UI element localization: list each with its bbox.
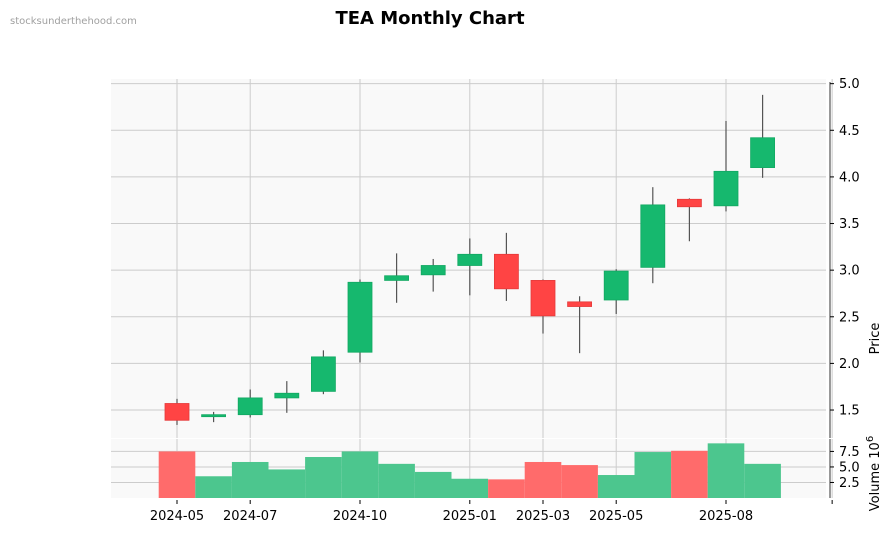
price-axis-label: Price	[868, 323, 883, 355]
x-tick-label: 2025-05	[589, 509, 643, 524]
candle-body	[310, 356, 336, 392]
candle-body	[274, 392, 300, 399]
volume-bar	[305, 457, 342, 498]
x-tick-label: 2024-07	[223, 509, 277, 524]
volume-y-tick-label: 5.0	[839, 460, 860, 475]
x-tick-label: 2025-03	[516, 509, 570, 524]
price-y-tick-label: 1.5	[839, 404, 860, 419]
volume-panel	[111, 439, 833, 498]
candle-body	[237, 397, 263, 416]
candle-body	[677, 198, 702, 208]
volume-bar	[451, 478, 489, 498]
candle-body	[530, 280, 556, 317]
price-panel	[111, 79, 833, 438]
candle-body	[750, 137, 775, 168]
volume-bar	[597, 475, 635, 498]
watermark: stocksunderthehood.com	[10, 16, 137, 27]
volume-bar	[707, 443, 745, 498]
candle-body	[201, 414, 227, 418]
candle-body	[640, 204, 666, 268]
volume-bar	[158, 451, 196, 498]
volume-bar	[414, 471, 452, 498]
price-y-tick-label: 5.0	[839, 77, 860, 92]
chart-title: TEA Monthly Chart	[335, 8, 525, 29]
volume-axis-label-text: Volume 10	[868, 442, 883, 511]
candle-body	[384, 275, 410, 281]
x-tick-label: 2025-01	[443, 509, 497, 524]
volume-bar	[268, 469, 306, 498]
volume-bar	[561, 465, 598, 498]
volume-bar	[341, 451, 379, 498]
candle-body	[493, 253, 519, 290]
volume-bar	[744, 463, 781, 498]
axes: 1.52.02.53.03.54.04.55.02.55.07.52024-05…	[150, 77, 883, 524]
volume-bar	[524, 461, 562, 498]
volume-y-tick-label: 2.5	[839, 476, 860, 491]
x-tick-label: 2024-05	[150, 509, 204, 524]
x-tick-label: 2025-08	[699, 509, 753, 524]
price-y-tick-label: 2.5	[839, 310, 860, 325]
volume-axis-exponent: 6	[865, 436, 876, 442]
price-y-tick-label: 3.5	[839, 217, 860, 232]
volume-bar	[195, 476, 232, 498]
candle-body	[457, 253, 483, 266]
volume-bar	[671, 450, 708, 498]
price-y-tick-label: 4.5	[839, 124, 860, 139]
price-y-tick-label: 2.0	[839, 357, 860, 372]
volume-bar	[634, 452, 672, 498]
price-y-tick-label: 4.0	[839, 170, 860, 185]
candle-body	[347, 281, 373, 353]
price-y-tick-label: 3.0	[839, 264, 860, 279]
candle-body	[164, 403, 190, 421]
volume-y-tick-label: 7.5	[839, 445, 860, 460]
volume-axis-label: Volume 106	[865, 436, 883, 511]
candle-body	[567, 301, 592, 307]
candle-body	[420, 265, 446, 276]
candle-body	[603, 270, 629, 301]
volume-bar	[231, 461, 269, 498]
volume-bar	[488, 479, 525, 498]
volume-bar	[378, 463, 415, 498]
x-tick-label: 2024-10	[333, 509, 387, 524]
candle-body	[713, 170, 739, 207]
